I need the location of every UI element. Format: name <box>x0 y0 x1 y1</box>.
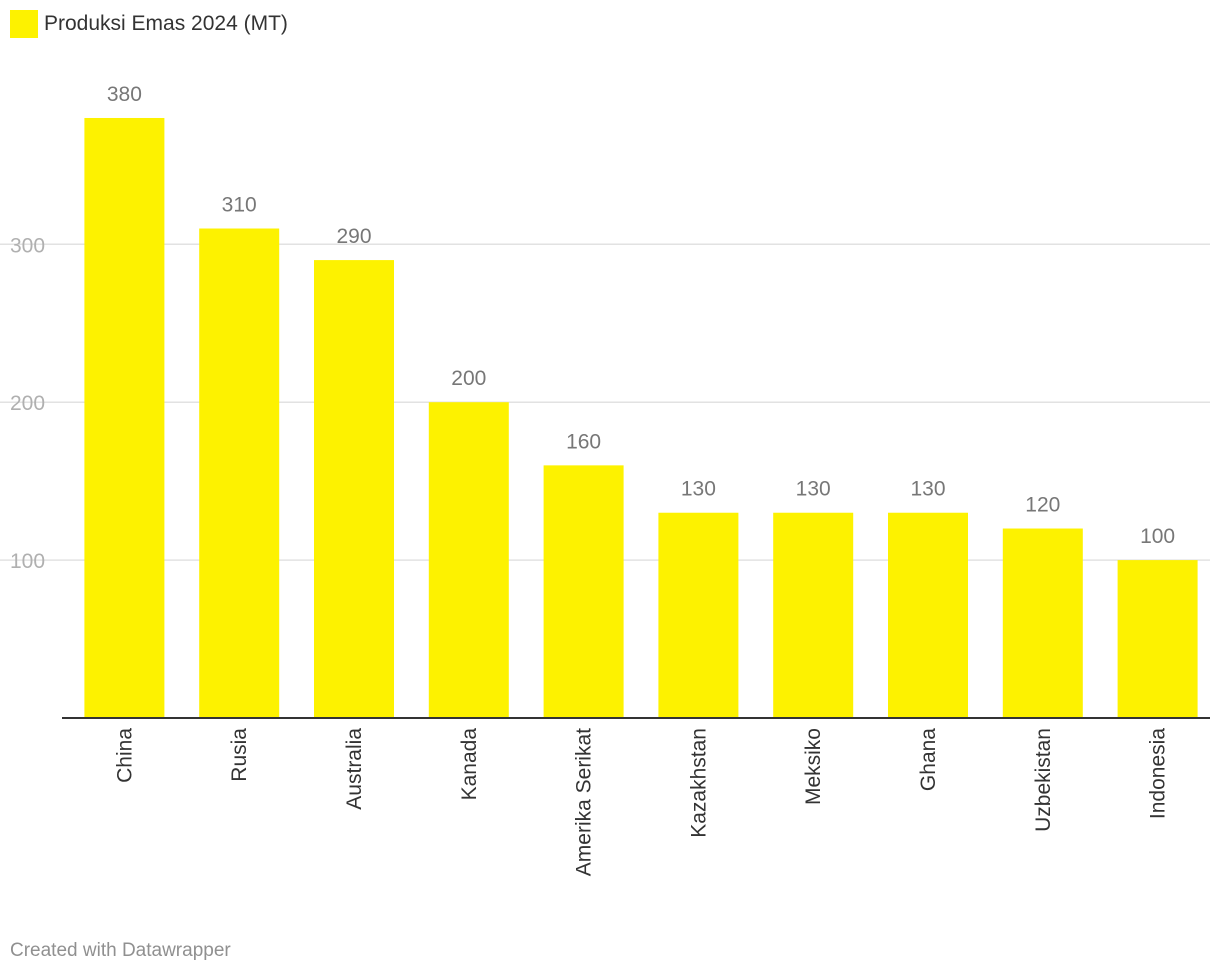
bar-australia <box>314 260 394 718</box>
bar-amerika-serikat <box>543 465 624 718</box>
category-label-indonesia: Indonesia <box>1147 728 1170 819</box>
category-label-australia: Australia <box>343 728 366 810</box>
data-label-indonesia: 100 <box>1140 525 1175 548</box>
data-label-kanada: 200 <box>451 367 486 390</box>
bar-rusia <box>199 228 280 718</box>
bar-meksiko <box>773 512 854 718</box>
bar-kanada <box>428 402 509 718</box>
category-label-amerika-serikat: Amerika Serikat <box>573 728 596 876</box>
bar-indonesia <box>1117 560 1198 718</box>
bar-china <box>84 117 165 719</box>
y-tick-label-300: 300 <box>10 234 45 257</box>
bar-chart: 100 200 300 380 310 290 200 160 130 130 130 120 100… <box>0 83 1210 877</box>
category-label-ghana: Ghana <box>917 728 940 791</box>
y-tick-label-200: 200 <box>10 392 45 415</box>
data-label-kazakhstan: 130 <box>681 478 716 501</box>
data-labels: 380 310 290 200 160 130 130 130 120 100 <box>107 83 1175 548</box>
legend: Produksi Emas 2024 (MT) <box>10 10 288 38</box>
data-label-rusia: 310 <box>222 194 257 217</box>
data-label-amerika-serikat: 160 <box>566 430 601 453</box>
category-label-meksiko: Meksiko <box>802 728 825 805</box>
legend-swatch <box>10 10 38 38</box>
y-axis-ticks: 100 200 300 <box>10 234 45 573</box>
data-label-meksiko: 130 <box>796 478 831 501</box>
category-label-china: China <box>113 728 136 783</box>
bars <box>84 117 1198 719</box>
bar-ghana <box>888 512 968 718</box>
bar-kazakhstan <box>658 512 739 718</box>
legend-label: Produksi Emas 2024 (MT) <box>44 12 288 35</box>
category-label-kazakhstan: Kazakhstan <box>687 728 710 838</box>
category-label-uzbekistan: Uzbekistan <box>1032 728 1055 832</box>
data-label-china: 380 <box>107 83 142 106</box>
y-tick-label-100: 100 <box>10 550 45 573</box>
data-label-ghana: 130 <box>910 478 945 501</box>
bar-uzbekistan <box>1002 528 1083 718</box>
category-label-kanada: Kanada <box>458 728 481 801</box>
category-label-rusia: Rusia <box>228 728 251 782</box>
footer-credit: Created with Datawrapper <box>10 940 231 961</box>
data-label-uzbekistan: 120 <box>1025 494 1060 517</box>
category-labels: China Rusia Australia Kanada Amerika Serikat… <box>113 728 1169 877</box>
data-label-australia: 290 <box>336 225 371 248</box>
